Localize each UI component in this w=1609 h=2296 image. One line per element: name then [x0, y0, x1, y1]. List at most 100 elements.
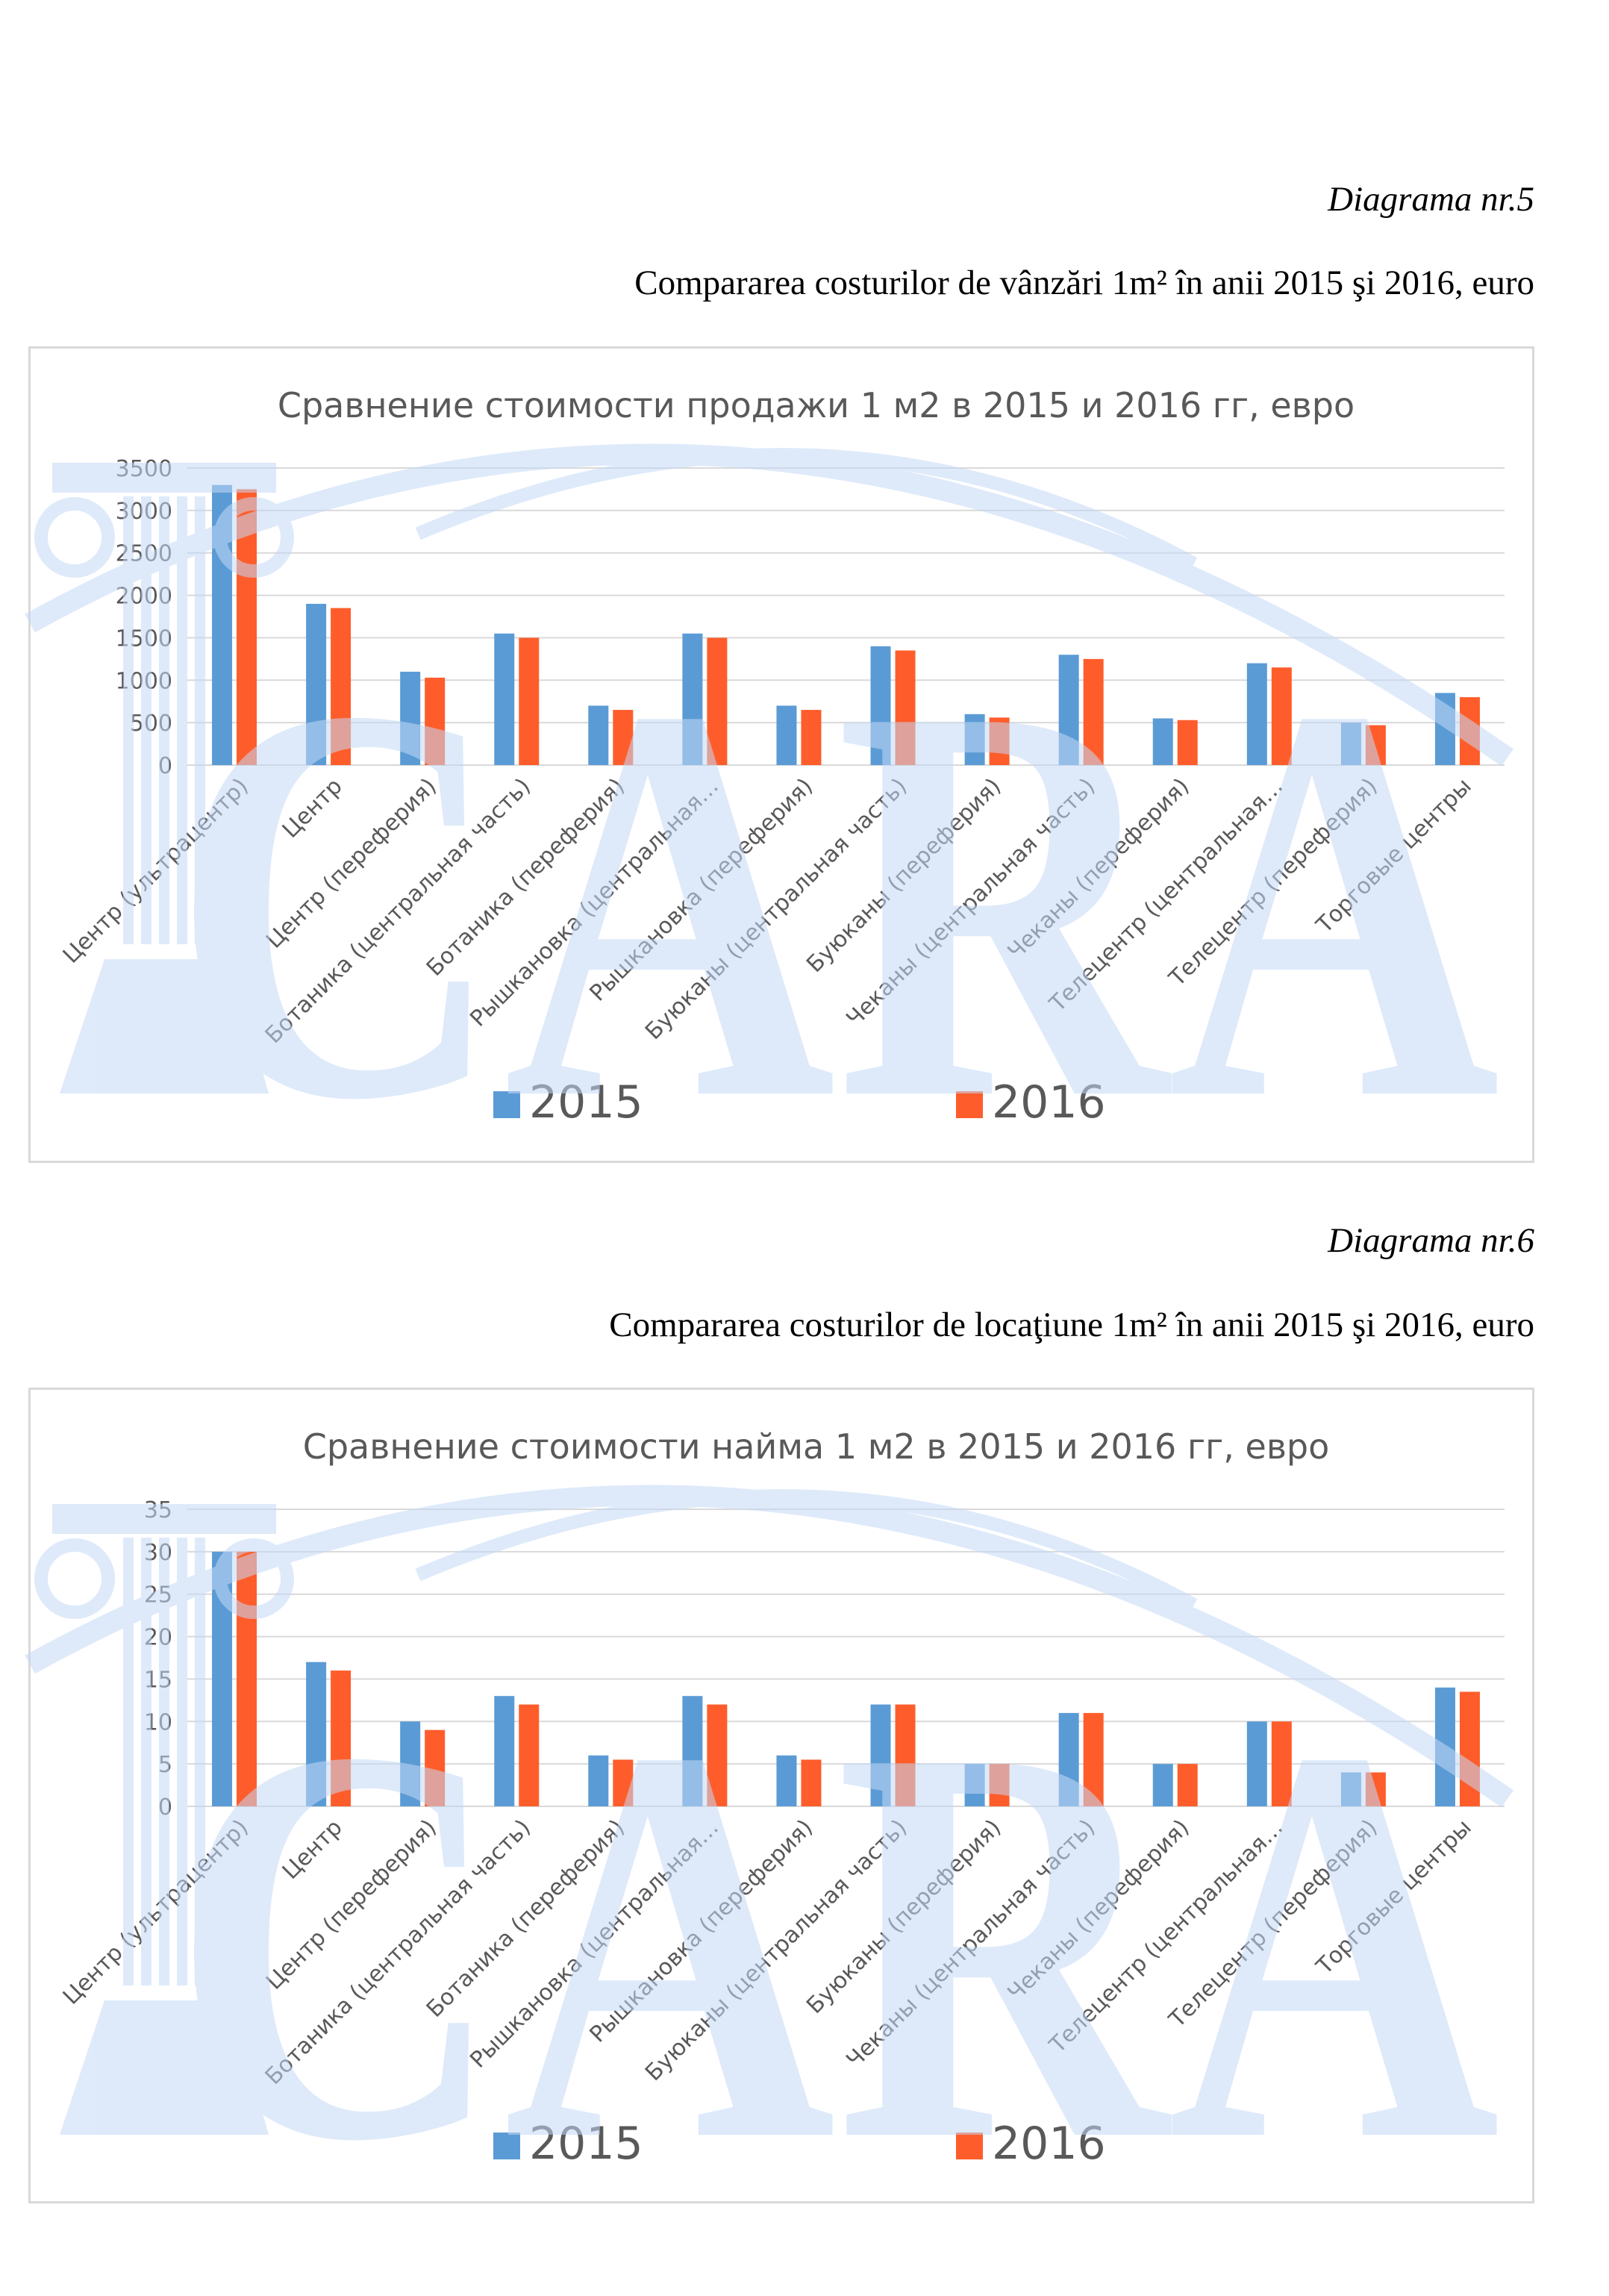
sales-chart: Сравнение стоимости продажи 1 м2 в 2015 …	[28, 346, 1534, 1163]
bar-2015	[1434, 693, 1455, 765]
bar-2015	[494, 633, 515, 765]
bar-2015	[212, 1551, 233, 1806]
legend-swatch-2016	[956, 1091, 983, 1118]
rent-chart: Сравнение стоимости найма 1 м2 в 2015 и …	[28, 1388, 1534, 2203]
y-tick-label: 0	[158, 1794, 172, 1821]
bar-2015	[400, 1721, 421, 1806]
bar-2016	[1271, 667, 1292, 765]
bar-2016	[331, 608, 352, 765]
bar-2015	[1152, 718, 1173, 765]
legend-swatch-2015	[493, 1091, 520, 1118]
rent-chart-svg: Сравнение стоимости найма 1 м2 в 2015 и …	[58, 1426, 1505, 2170]
bar-2015	[1434, 1687, 1455, 1806]
legend-label-2015: 2015	[529, 1076, 643, 1129]
bar-2016	[613, 1759, 634, 1806]
bar-2016	[801, 710, 822, 765]
y-tick-label: 5	[158, 1752, 172, 1778]
bar-2016	[1271, 1721, 1292, 1806]
legend-label-2015: 2015	[529, 2118, 643, 2170]
legend-swatch-2015	[493, 2133, 520, 2159]
y-tick-label: 2500	[116, 541, 172, 567]
bar-2015	[776, 1755, 797, 1806]
bar-2015	[776, 705, 797, 765]
x-tick-label: Центр (ультрацентр)	[58, 1815, 254, 2010]
bar-2015	[1058, 655, 1079, 765]
x-tick-label: Чеканы (переферия)	[1003, 773, 1195, 965]
y-tick-label: 1000	[116, 668, 172, 694]
bar-2016	[1365, 725, 1386, 765]
x-tick-label: Центр (ультрацентр)	[58, 773, 254, 969]
x-tick-label: Центр	[278, 773, 348, 843]
y-tick-label: 10	[144, 1709, 172, 1735]
y-tick-label: 1500	[116, 626, 172, 652]
legend-label-2016: 2016	[992, 1076, 1106, 1129]
bar-2015	[306, 1662, 327, 1806]
x-tick-label: Ботаника (переферия)	[422, 1815, 630, 2023]
y-tick-label: 35	[144, 1497, 172, 1523]
bar-2015	[588, 705, 609, 765]
bar-2016	[237, 489, 257, 765]
bar-2015	[494, 1696, 515, 1806]
bar-2016	[989, 717, 1010, 765]
chart-title: Сравнение стоимости продажи 1 м2 в 2015 …	[278, 385, 1355, 425]
bar-2016	[1365, 1772, 1386, 1806]
diagram-number-5: Diagrama nr.5	[1328, 180, 1534, 219]
chart-title: Сравнение стоимости найма 1 м2 в 2015 и …	[303, 1426, 1330, 1467]
bar-2016	[989, 1764, 1010, 1806]
y-tick-label: 3000	[116, 499, 172, 525]
bar-2016	[801, 1759, 822, 1806]
bar-2015	[1152, 1764, 1173, 1806]
x-tick-label: Чеканы (переферия)	[1003, 1815, 1195, 2006]
bar-2016	[425, 1729, 446, 1806]
x-tick-label: Центр	[278, 1815, 348, 1885]
y-tick-label: 2000	[116, 584, 172, 610]
y-tick-label: 20	[144, 1625, 172, 1651]
legend-swatch-2016	[956, 2133, 983, 2159]
bar-2016	[895, 650, 916, 765]
bar-2015	[212, 484, 233, 765]
bar-2015	[1340, 723, 1361, 765]
bar-2016	[1459, 1691, 1480, 1806]
bar-2016	[707, 1704, 728, 1806]
bar-2016	[1083, 658, 1104, 765]
sales-chart-svg: Сравнение стоимости продажи 1 м2 в 2015 …	[58, 385, 1505, 1129]
bar-2015	[964, 1764, 985, 1806]
diagram-title-6: Compararea costurilor de locaţiune 1m² î…	[609, 1305, 1534, 1344]
y-tick-label: 30	[144, 1540, 172, 1566]
bar-2015	[1340, 1772, 1361, 1806]
diagram-title-5: Compararea costurilor de vânzări 1m² în …	[634, 263, 1534, 302]
x-tick-label: Буюканы (переферия)	[802, 1815, 1006, 2019]
x-tick-label: Торговые центры	[1311, 1815, 1477, 1980]
x-tick-label: Буюканы (переферия)	[802, 773, 1006, 978]
bar-2016	[613, 710, 634, 765]
bar-2016	[707, 637, 728, 765]
y-tick-label: 0	[158, 753, 172, 779]
y-tick-label: 25	[144, 1582, 172, 1609]
diagram-number-6: Diagrama nr.6	[1328, 1221, 1534, 1260]
bar-2015	[870, 646, 891, 765]
bar-2016	[1177, 720, 1198, 765]
bar-2015	[1246, 1721, 1267, 1806]
bar-2015	[1058, 1712, 1079, 1806]
bar-2016	[237, 1551, 257, 1806]
legend-label-2016: 2016	[992, 2118, 1106, 2170]
bar-2016	[1459, 697, 1480, 765]
x-tick-label: Торговые центры	[1311, 773, 1477, 939]
bar-2015	[588, 1755, 609, 1806]
bar-2016	[1177, 1764, 1198, 1806]
bar-2016	[895, 1704, 916, 1806]
bar-2016	[519, 637, 540, 765]
bar-2015	[400, 671, 421, 765]
bar-2016	[1083, 1712, 1104, 1806]
bar-2016	[331, 1670, 352, 1806]
x-tick-label: Центр (переферия)	[261, 1815, 442, 1995]
bar-2015	[870, 1704, 891, 1806]
bar-2015	[964, 714, 985, 765]
bar-2016	[519, 1704, 540, 1806]
y-tick-label: 3500	[116, 456, 172, 482]
bar-2015	[682, 1696, 703, 1806]
bar-2015	[306, 603, 327, 765]
bar-2016	[425, 677, 446, 765]
bar-2015	[1246, 663, 1267, 765]
y-tick-label: 15	[144, 1667, 172, 1693]
